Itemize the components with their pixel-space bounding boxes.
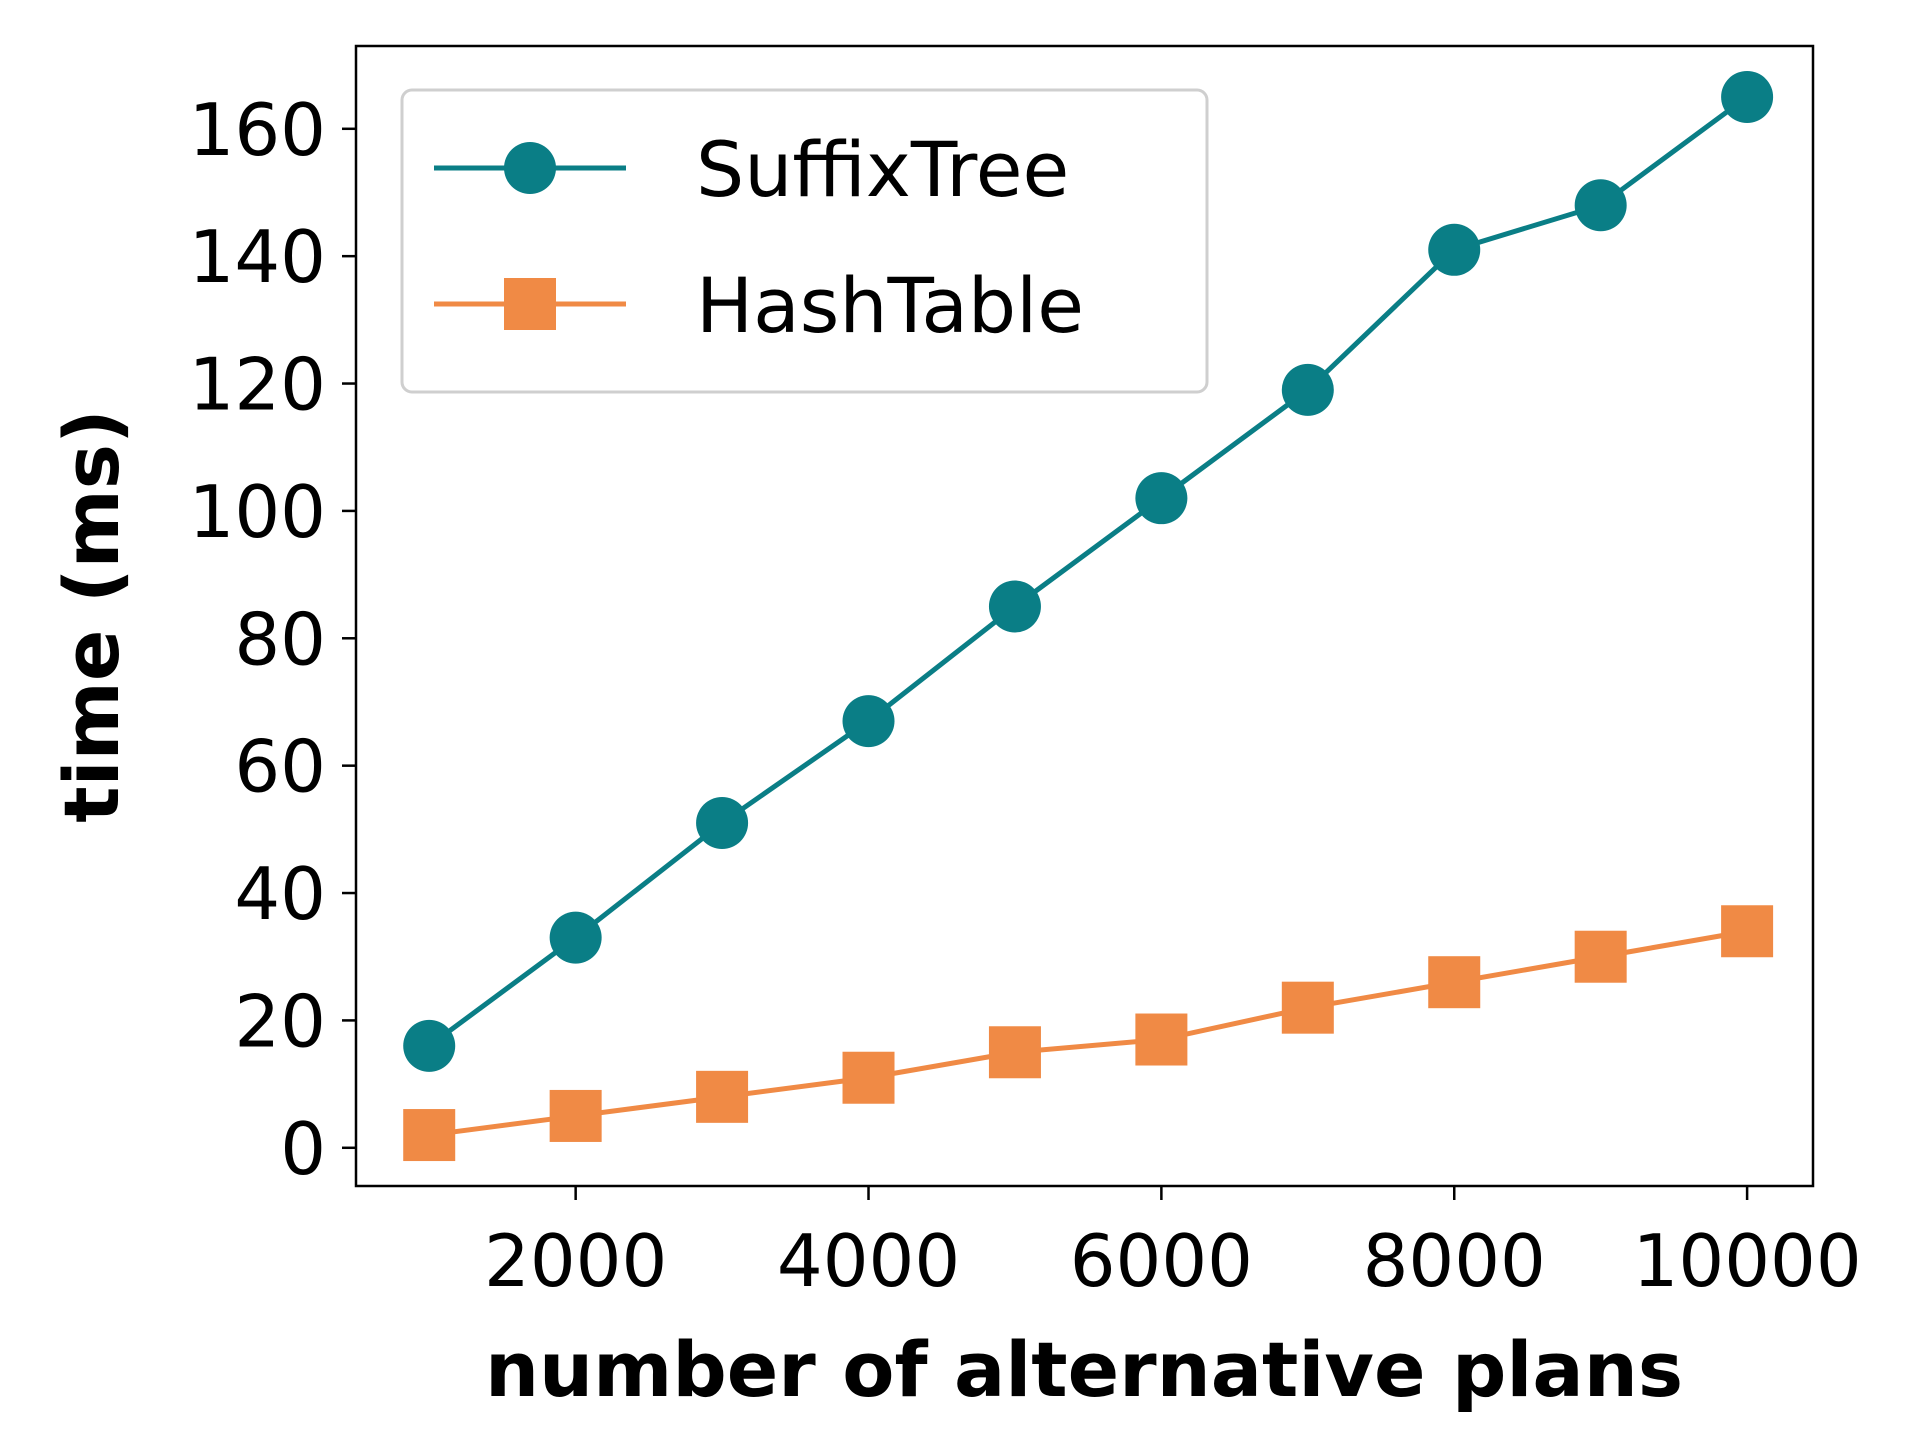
point-suffixtree-6000 [1135,472,1188,525]
y-tick-label-60: 60 [234,725,326,809]
point-hashtable-2000 [549,1089,602,1142]
x-tick-label-6000: 6000 [1070,1219,1253,1303]
y-tick-label-140: 140 [189,215,326,299]
y-tick-label-120: 120 [189,343,326,427]
point-hashtable-7000 [1281,981,1334,1034]
point-suffixtree-5000 [988,580,1041,633]
point-suffixtree-4000 [842,695,895,748]
y-tick-label-20: 20 [234,979,326,1063]
x-tick-label-8000: 8000 [1363,1219,1546,1303]
point-hashtable-9000 [1574,930,1627,983]
series-line-suffixtree [427,94,1749,1048]
point-hashtable-4000 [842,1051,895,1104]
legend-label-suffixtree: SuffixTree [696,125,1069,214]
point-suffixtree-3000 [696,796,749,849]
point-suffixtree-7000 [1281,363,1334,416]
point-hashtable-6000 [1135,1013,1188,1066]
x-tick-label-2000: 2000 [484,1219,667,1303]
plot-frame [354,44,1815,1188]
point-suffixtree-9000 [1574,179,1627,232]
legend: SuffixTree HashTable [400,88,1209,394]
point-suffixtree-1000 [403,1019,456,1072]
x-tick-label-10000: 10000 [1633,1219,1862,1303]
point-suffixtree-8000 [1428,223,1481,276]
x-axis-ticks: 2000 4000 6000 8000 10000 [484,1186,1862,1303]
point-hashtable-3000 [696,1070,749,1123]
x-axis-title: number of alternative plans [485,1325,1683,1414]
y-tick-label-80: 80 [234,597,326,681]
point-hashtable-5000 [988,1026,1041,1079]
legend-marker-suffixtree [504,142,556,194]
y-tick-label-100: 100 [189,470,326,554]
point-suffixtree-2000 [549,911,602,964]
y-tick-label-40: 40 [234,852,326,936]
legend-marker-hashtable [504,278,556,330]
x-tick-label-4000: 4000 [777,1219,960,1303]
y-tick-label-0: 0 [280,1107,326,1191]
series-line-hashtable [428,928,1748,1138]
y-axis-title: time (ms) [47,409,136,822]
y-tick-label-160: 160 [189,88,326,172]
point-suffixtree-10000 [1721,70,1774,123]
point-hashtable-1000 [403,1109,456,1162]
point-hashtable-10000 [1721,905,1774,958]
series-layer [403,70,1774,1162]
y-axis-ticks: 0 20 40 60 80 100 120 140 160 [189,88,356,1191]
point-hashtable-8000 [1428,956,1481,1009]
legend-label-hashtable: HashTable [696,261,1084,350]
